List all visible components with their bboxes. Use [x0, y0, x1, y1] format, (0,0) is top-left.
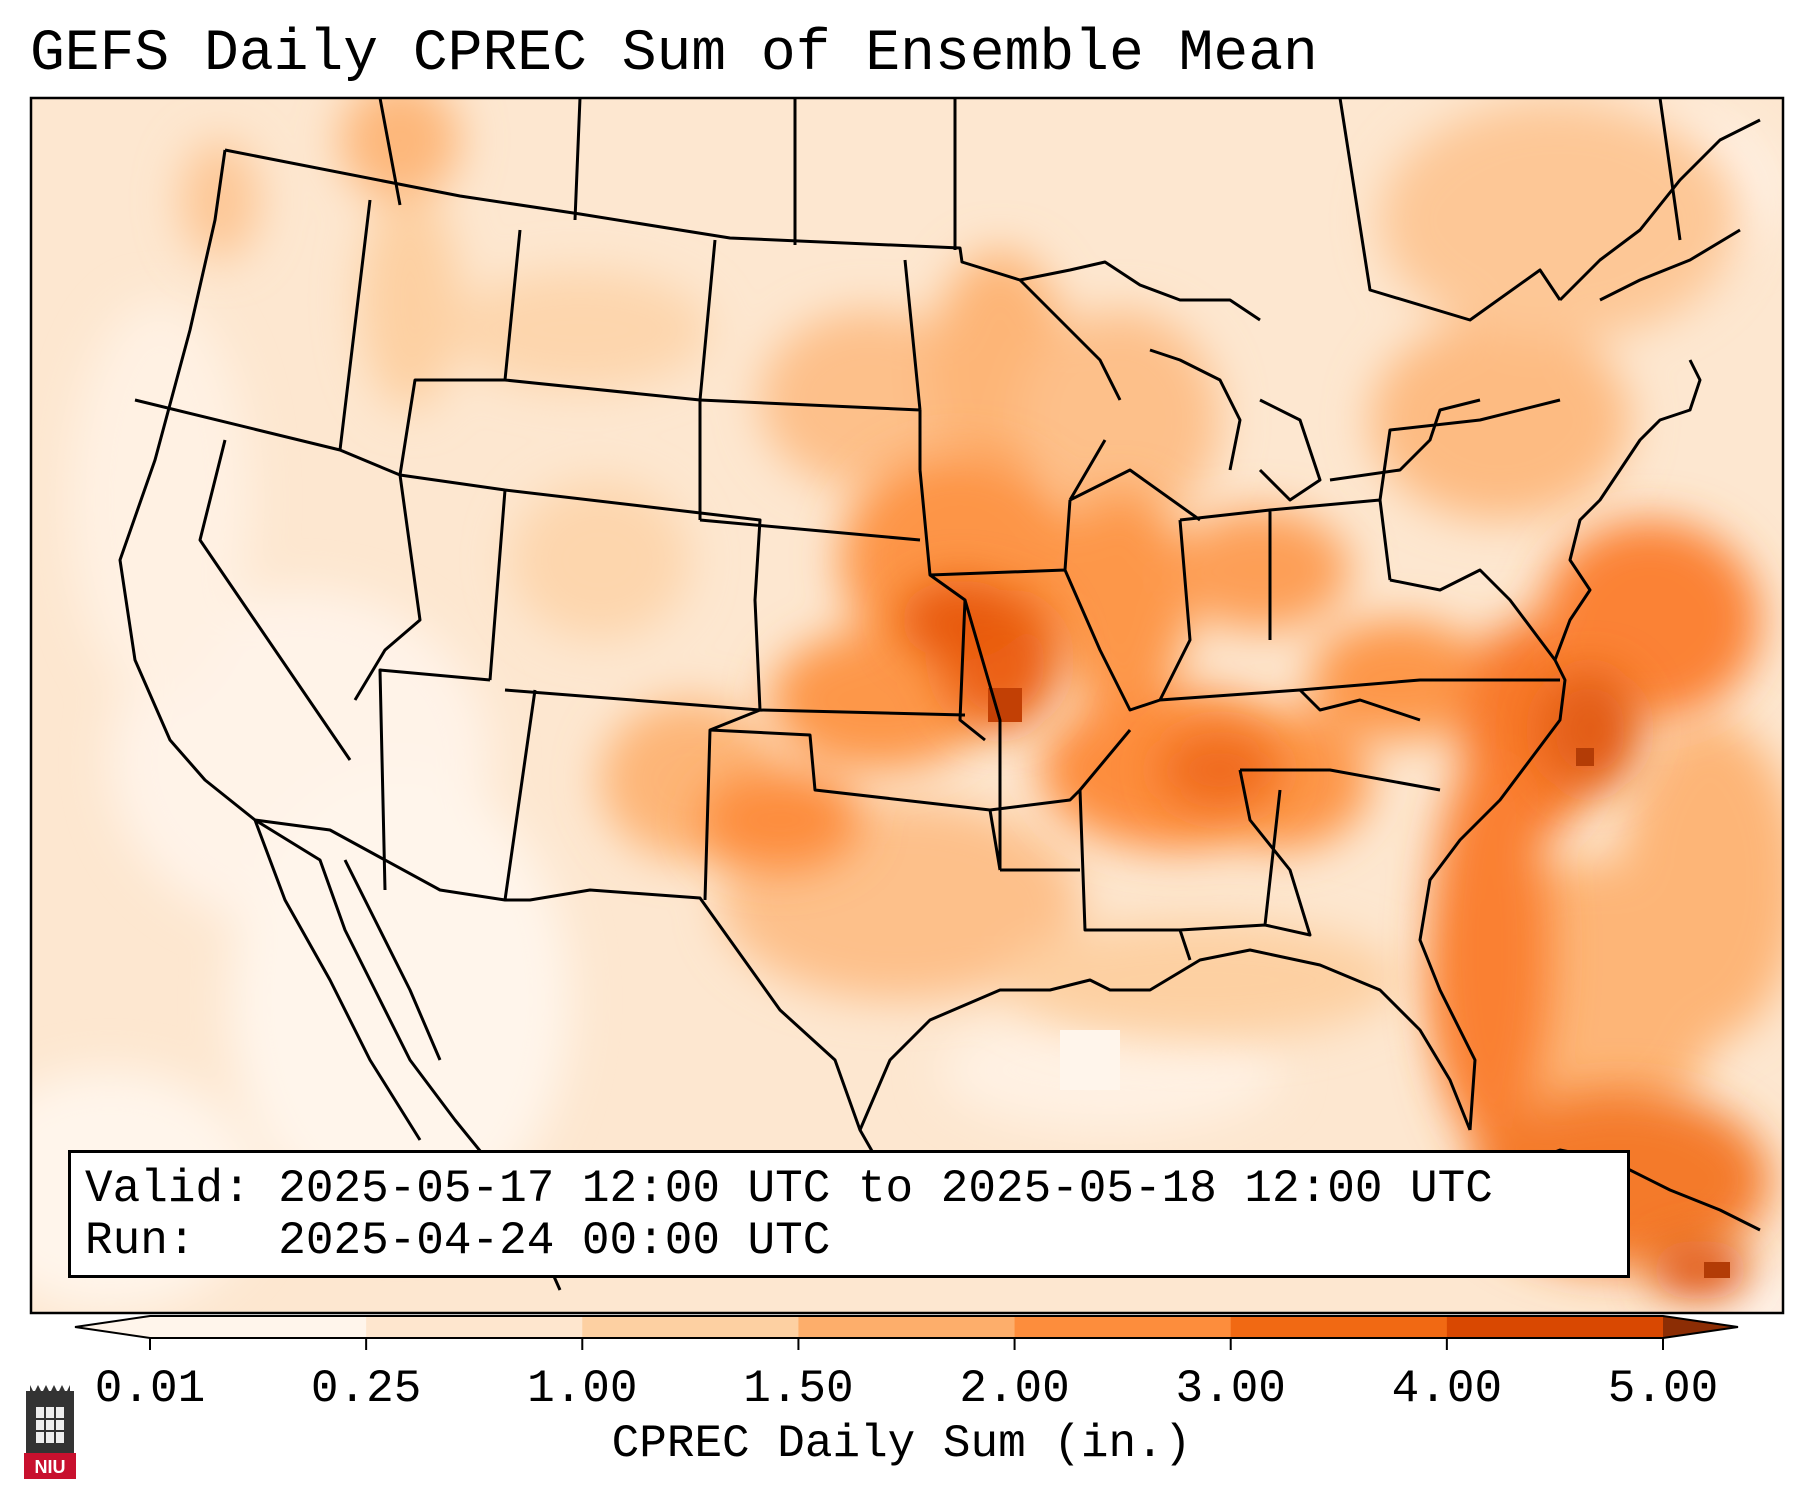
state-lines	[134, 199, 1561, 961]
colorbar-tick-label: 0.01	[94, 1363, 206, 1415]
precip-core-regions	[900, 580, 1750, 1300]
info-box: Valid: 2025-05-17 12:00 UTC to 2025-05-1…	[68, 1150, 1630, 1278]
niu-logo: NIU	[24, 1385, 76, 1479]
colorbar-tick-label: 4.00	[1391, 1363, 1503, 1415]
great-lakes	[1018, 278, 1481, 502]
colorbar-label: CPREC Daily Sum (in.)	[611, 1418, 1192, 1470]
precip-min-cell	[1060, 1030, 1120, 1090]
precip-moderate-regions	[180, 98, 1783, 1140]
colorbar-segment	[1446, 1316, 1664, 1338]
boundaries	[118, 98, 1761, 1291]
precip-max-cell	[1576, 748, 1594, 766]
colorbar-segment	[1014, 1316, 1232, 1338]
valid-line: Valid: 2025-05-17 12:00 UTC to 2025-05-1…	[85, 1163, 1493, 1215]
colorbar-tick-label: 5.00	[1607, 1363, 1719, 1415]
colorbar-tick-label: 1.00	[527, 1363, 638, 1415]
run-label: Run:	[85, 1215, 196, 1267]
canada-east-coast	[1558, 118, 1761, 302]
colorbar-extend-low	[75, 1316, 150, 1338]
run-line: Run: 2025-04-24 00:00 UTC	[85, 1215, 830, 1267]
precip-max-cell	[1704, 1262, 1730, 1278]
colorbar-tick-label: 3.00	[1175, 1363, 1286, 1415]
colorbar-segment	[798, 1316, 1016, 1338]
run-value: 2025-04-24 00:00 UTC	[278, 1215, 831, 1267]
colorbar-extend-high	[1663, 1316, 1738, 1338]
canada-province-lines	[378, 98, 1682, 322]
colorbar-segment	[1230, 1316, 1448, 1338]
valid-value: 2025-05-17 12:00 UTC to 2025-05-18 12:00…	[278, 1163, 1493, 1215]
atlantic-coast	[1418, 359, 1702, 1131]
colorbar-tick-label: 2.00	[959, 1363, 1070, 1415]
valid-label: Valid:	[85, 1163, 251, 1215]
colorbar-segment	[582, 1316, 799, 1338]
colorbar-segment	[366, 1316, 583, 1338]
colorbar-tick-label: 1.50	[743, 1363, 854, 1415]
baja-peninsula	[253, 819, 442, 1141]
colorbar-tick-label: 0.25	[310, 1363, 422, 1415]
chart-title: GEFS Daily CPREC Sum of Ensemble Mean	[30, 22, 1318, 87]
map-frame	[29, 96, 1785, 1315]
gulf-coast	[858, 948, 1472, 1131]
logo-text: NIU	[35, 1457, 66, 1477]
colorbar-segment	[150, 1316, 367, 1338]
west-coast	[118, 149, 562, 1291]
colorbar	[74, 1315, 1739, 1350]
